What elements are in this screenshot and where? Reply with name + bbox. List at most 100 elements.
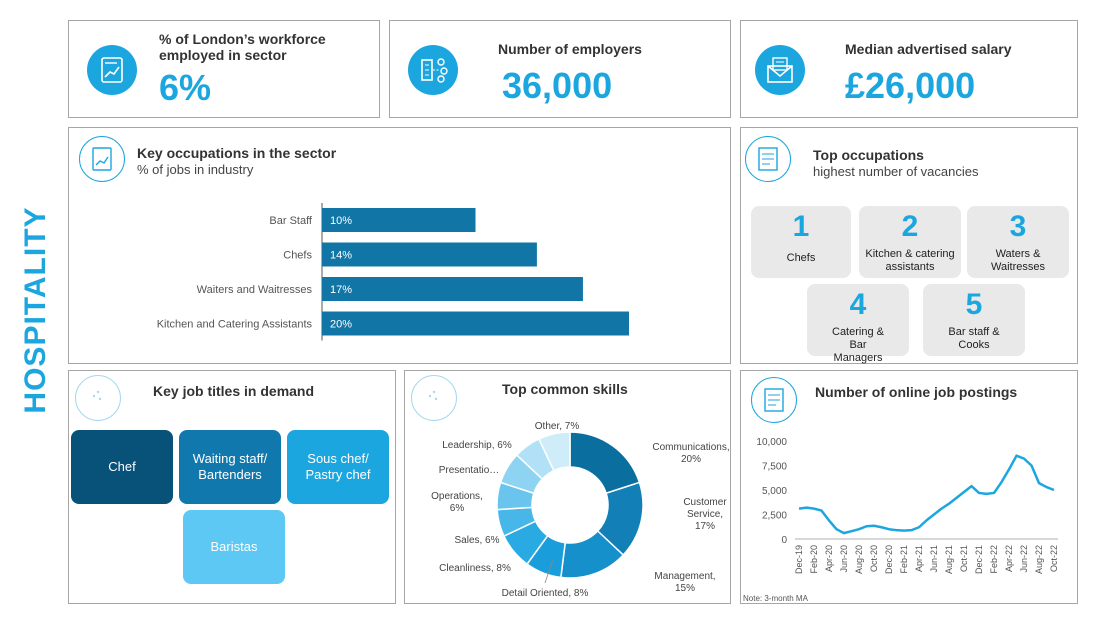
key-occupations-panel: Key occupations in the sector % of jobs … [68, 127, 731, 364]
job-tile-label: Baristas [210, 539, 258, 554]
kpi-label-salary: Median advertised salary [845, 41, 1012, 57]
x-tick-label: Feb-22 [989, 545, 999, 574]
x-tick-label: Oct-21 [959, 545, 969, 572]
postings-note: Note: 3-month MA [743, 594, 808, 603]
kpi-panel-workforce: % of London’s workforce employed in sect… [68, 20, 380, 118]
x-tick-label: Dec-21 [974, 545, 984, 574]
x-tick-label: Dec-20 [884, 545, 894, 574]
x-tick-label: Feb-20 [809, 545, 819, 574]
y-tick-label: 5,000 [762, 486, 787, 497]
bar-2 [322, 277, 583, 301]
chart-document-icon [79, 136, 125, 182]
donut-leader-line [544, 558, 554, 584]
kpi-value-employers: 36,000 [502, 65, 613, 106]
occupation-rank-5: 5 Bar staff & Cooks [923, 284, 1025, 356]
job-tile-label: Sous chef/ Pastry chef [305, 451, 371, 482]
y-tick-label: 10,000 [756, 437, 787, 448]
building-network-icon [408, 45, 458, 95]
occupations-bar-chart: Bar Staff 10% Chefs 14% Waiters and Waitress… [157, 203, 629, 341]
donut-slice-9 [537, 431, 571, 472]
donut-slice-label: Management, 15% [654, 571, 715, 594]
job-tile-chef: Chef [71, 430, 173, 504]
donut-slice-label: Customer Service, 17% [683, 497, 727, 532]
y-tick-label: 0 [781, 535, 787, 546]
job-titles-panel: Key job titles in demand Chef Waiting st… [68, 370, 396, 604]
document-list-icon [745, 136, 791, 182]
kpi-panel-salary: Median advertised salary £26,000 [740, 20, 1078, 118]
donut-slice-label: Leadership, 6% [442, 440, 512, 451]
job-tile-label: Chef [108, 459, 136, 474]
occupation-rank-number: 3 [1009, 210, 1027, 243]
kpi-label-workforce: % of London’s workforce employed in sect… [159, 31, 326, 63]
kpi-panel-employers: Number of employers 36,000 [389, 20, 731, 118]
bar-category-label: Waiters and Waitresses [197, 284, 313, 296]
bar-1 [322, 242, 537, 267]
x-tick-label: Apr-22 [1004, 545, 1014, 572]
sparkle-icon [75, 375, 121, 421]
top-occupations-subtitle: highest number of vacancies [813, 164, 979, 179]
bar-value-label: 14% [330, 250, 352, 262]
key-occupations-title: Key occupations in the sector [137, 145, 337, 161]
document-list-icon [751, 377, 797, 423]
sparkle-icon [411, 375, 457, 421]
skills-panel: Top common skills Communications, 20% Cust… [404, 370, 731, 604]
envelope-letter-icon [755, 45, 805, 95]
occupation-rank-name: Chefs [786, 252, 816, 264]
x-tick-label: Dec-19 [794, 545, 804, 574]
sector-title-text: HOSPITALITY [19, 206, 52, 414]
occupation-rank-2: 2 Kitchen & catering assistants [859, 206, 961, 278]
occupation-rank-number: 1 [792, 210, 810, 243]
occupation-rank-number: 2 [901, 210, 919, 243]
top-occupations-title: Top occupations [813, 147, 924, 163]
donut-slice-label: Operations, 6% [431, 491, 483, 514]
postings-series-line [798, 454, 1055, 535]
occupation-rank-name: Waters & Waitresses [991, 248, 1045, 273]
bar-category-label: Chefs [283, 250, 312, 262]
occupation-rank-1: 1 Chefs [751, 206, 851, 278]
top-occupations-panel: Top occupations highest number of vacanc… [740, 127, 1078, 364]
sector-title: HOSPITALITY [6, 180, 66, 440]
job-tile-waiting-staff: Waiting staff/ Bartenders [179, 430, 281, 504]
bar-3 [322, 311, 629, 336]
x-tick-label: Jun-21 [929, 545, 939, 573]
occupation-rank-number: 5 [965, 288, 983, 321]
x-tick-label: Apr-20 [824, 545, 834, 572]
postings-line-chart: 0 2,500 5,000 7,500 10,000 Dec-19 Feb-20 Apr-20… [756, 437, 1059, 574]
donut-slice-label: Sales, 6% [454, 535, 499, 546]
kpi-label-employers: Number of employers [498, 41, 642, 57]
job-titles-title: Key job titles in demand [153, 383, 315, 399]
occupation-rank-4: 4 Catering & Bar Managers [807, 284, 909, 364]
x-tick-label: Jun-22 [1019, 545, 1029, 573]
bar-category-label: Kitchen and Catering Assistants [157, 319, 313, 331]
bar-category-label: Bar Staff [269, 215, 313, 227]
x-tick-label: Apr-21 [914, 545, 924, 572]
y-tick-label: 2,500 [762, 511, 787, 522]
key-occupations-subtitle: % of jobs in industry [137, 162, 254, 177]
x-tick-label: Oct-22 [1049, 545, 1059, 572]
job-tile-label: Waiting staff/ Bartenders [192, 451, 268, 482]
donut-slice-label: Presentatio… [439, 465, 500, 476]
kpi-value-salary: £26,000 [845, 65, 976, 106]
bar-0 [322, 208, 476, 232]
kpi-value-workforce: 6% [159, 67, 212, 108]
skills-title: Top common skills [502, 381, 628, 397]
donut-slice-label: Communications, 20% [652, 442, 729, 465]
occupation-rank-name: Bar staff & Cooks [948, 326, 1000, 351]
skills-donut-chart: Communications, 20% Customer Service, 17% Man… [431, 421, 729, 599]
chart-document-icon [87, 45, 137, 95]
donut-slice-0 [569, 431, 641, 495]
bar-value-label: 20% [330, 319, 352, 331]
y-tick-label: 7,500 [762, 462, 787, 473]
x-tick-label: Feb-21 [899, 545, 909, 574]
occupation-rank-number: 4 [849, 288, 867, 321]
occupation-rank-3: 3 Waters & Waitresses [967, 206, 1069, 278]
postings-title: Number of online job postings [815, 384, 1018, 400]
postings-panel: Number of online job postings 0 2,500 5,00… [740, 370, 1078, 604]
occupation-rank-name: Kitchen & catering assistants [865, 248, 955, 273]
job-tile-baristas: Baristas [183, 510, 285, 584]
x-tick-label: Jun-20 [839, 545, 849, 573]
donut-slice-label: Detail Oriented, 8% [502, 588, 589, 599]
donut-slice-label: Cleanliness, 8% [439, 563, 511, 574]
occupation-rank-name: Catering & Bar Managers [832, 326, 884, 364]
x-tick-label: Oct-20 [869, 545, 879, 572]
